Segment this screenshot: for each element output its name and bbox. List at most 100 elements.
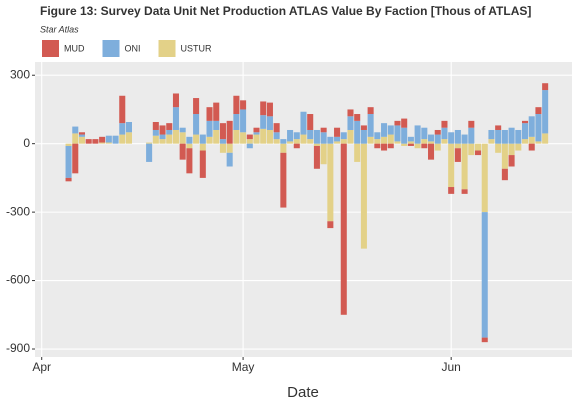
y-tick-label: -600 [6, 273, 30, 287]
bar-segment [166, 129, 173, 135]
y-tick-label: 300 [10, 67, 30, 81]
bar-segment [99, 136, 106, 143]
bar-segment [246, 139, 253, 144]
bar-segment [213, 120, 220, 130]
bar-segment [293, 143, 300, 149]
bar-segment [495, 129, 502, 144]
bar-segment [461, 134, 468, 144]
bar-segment [468, 120, 475, 128]
bar-segment [428, 134, 435, 142]
bar-segment [280, 143, 287, 153]
bar-segment [381, 136, 388, 144]
bar-segment [307, 129, 314, 140]
legend-label: MUD [64, 43, 85, 53]
bar-segment [72, 143, 79, 174]
bar-segment [441, 127, 448, 140]
bar-segment [233, 114, 240, 130]
bar-segment [481, 212, 488, 338]
bar-segment [166, 134, 173, 144]
bar-segment [226, 152, 233, 167]
bar-segment [125, 132, 132, 144]
bar-segment [152, 122, 159, 130]
bar-segment [206, 107, 213, 121]
bar-segment [327, 143, 334, 222]
bar-segment [199, 143, 206, 151]
bar-segment [287, 129, 294, 142]
bar-segment [119, 134, 126, 144]
bar-segment [340, 143, 347, 315]
bar-segment [495, 125, 502, 130]
bar-segment [112, 135, 119, 144]
bar-segment [320, 143, 327, 165]
bar-segment [179, 143, 186, 160]
bar-segment [199, 134, 206, 144]
bar-segment [213, 129, 220, 144]
bar-segment [360, 129, 367, 144]
bar-segment [421, 139, 428, 144]
bar-segment [387, 143, 394, 149]
bar-segment [334, 127, 341, 137]
bar-segment [407, 136, 414, 142]
bar-segment [253, 134, 260, 144]
bar-segment [172, 129, 179, 144]
bar-segment [468, 143, 475, 156]
bar-segment [454, 143, 461, 149]
bar-segment [542, 83, 549, 91]
bar-segment [273, 139, 280, 144]
bar-segment [387, 125, 394, 135]
bar-segment [515, 129, 522, 144]
bar-segment [78, 136, 86, 144]
bar-segment [280, 139, 287, 144]
bar-segment [313, 145, 320, 169]
bar-segment [340, 132, 347, 140]
y-tick-label: 0 [23, 136, 30, 150]
bar-segment [72, 126, 79, 134]
bar-segment [166, 123, 173, 130]
bar-segment [475, 150, 482, 156]
bar-segment [327, 136, 334, 144]
bar-segment [374, 143, 381, 149]
bar-segment [347, 109, 354, 117]
bar-segment [78, 134, 86, 137]
x-tick-label: Apr [32, 360, 51, 374]
bar-segment [381, 123, 388, 137]
bar-segment [85, 139, 92, 144]
bar-segment [246, 143, 253, 149]
bar-segment [293, 139, 300, 144]
bar-segment [394, 120, 401, 126]
bar-segment [240, 132, 247, 144]
bar-segment [78, 132, 86, 135]
bar-segment [387, 134, 394, 144]
bar-segment [521, 139, 529, 144]
bar-segment [501, 168, 508, 181]
bar-segment [354, 120, 361, 144]
bar-segment [535, 114, 542, 142]
bar-segment [219, 123, 226, 140]
bar-segment [428, 141, 435, 144]
bar-segment [434, 129, 441, 135]
bar-segment [454, 129, 461, 144]
bar-segment [401, 127, 408, 144]
bar-segment [293, 132, 300, 140]
bar-segment [240, 109, 247, 133]
bar-segment [454, 148, 461, 162]
bar-segment [347, 116, 354, 130]
bar-segment [159, 125, 166, 135]
bar-segment [219, 139, 226, 144]
bar-segment [367, 107, 374, 115]
bar-segment [434, 143, 441, 151]
bar-segment [401, 143, 408, 146]
legend-label: USTUR [181, 43, 212, 53]
legend-label: ONI [125, 43, 141, 53]
bar-segment [260, 128, 267, 144]
bar-segment [354, 114, 361, 121]
bar-segment [65, 177, 72, 182]
bar-segment [441, 139, 448, 144]
bar-segment [307, 114, 314, 130]
bar-segment [233, 95, 240, 115]
bar-segment [468, 127, 475, 144]
bar-segment [273, 132, 280, 140]
bar-segment [334, 136, 341, 142]
bar-segment [475, 143, 482, 151]
bar-segment [105, 135, 112, 143]
